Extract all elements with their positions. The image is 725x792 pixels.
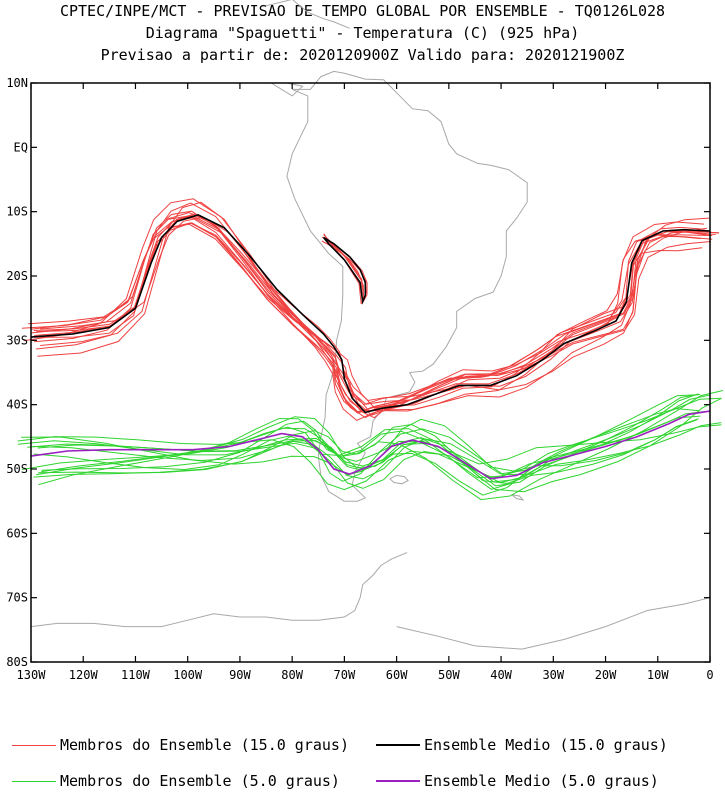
chart-titles: CPTEC/INPE/MCT - PREVISAO DE TEMPO GLOBA… xyxy=(0,0,725,66)
member-15-line xyxy=(31,211,705,412)
x-tick-label: 120W xyxy=(69,668,99,682)
member-5-line xyxy=(38,418,699,484)
member-5-line xyxy=(17,397,722,491)
x-tick-label: 10W xyxy=(647,668,669,682)
x-tick-label: 60W xyxy=(386,668,408,682)
x-tick-label: 80W xyxy=(281,668,303,682)
y-tick-label: 10N xyxy=(6,76,28,90)
member-5-line xyxy=(21,422,722,476)
legend-label-members-15: Membros do Ensemble (15.0 graus) xyxy=(60,736,349,754)
member-15-line xyxy=(35,202,707,419)
member-5-line xyxy=(41,390,724,501)
member-5-line xyxy=(33,393,699,483)
x-tick-label: 50W xyxy=(438,668,460,682)
member-15-line xyxy=(34,215,711,409)
spaghetti-chart: 130W 120W 110W 100W 90W 80W 70W 60W 50W 40W 30W 20W… xyxy=(6,0,724,682)
x-tick-label: 110W xyxy=(121,668,151,682)
y-tick-label: EQ xyxy=(14,140,28,154)
legend-label-members-5: Membros do Ensemble (5.0 graus) xyxy=(60,772,340,790)
title-line-1: CPTEC/INPE/MCT - PREVISAO DE TEMPO GLOBA… xyxy=(59,2,666,20)
legend-item-members-5: Membros do Ensemble (5.0 graus) xyxy=(12,772,340,790)
member-15-line xyxy=(40,216,713,414)
member-15-line xyxy=(28,217,710,402)
member-5-line xyxy=(32,393,701,487)
member-15-line xyxy=(34,214,720,413)
member-15-line xyxy=(34,222,711,406)
caribbean-outline xyxy=(265,0,350,29)
title-line-3: Previsao a partir de: 2020120900Z Valido… xyxy=(100,46,625,64)
member-15-line xyxy=(21,217,713,416)
member-15-line xyxy=(31,210,716,421)
y-tick-label: 70S xyxy=(6,591,28,605)
x-tick-label: 130W xyxy=(17,668,47,682)
legend-swatch-members-15 xyxy=(12,744,56,746)
x-tick-label: 30W xyxy=(542,668,564,682)
y-tick-label: 20S xyxy=(6,269,28,283)
axis-layer: 130W 120W 110W 100W 90W 80W 70W 60W 50W 40W 30W 20W… xyxy=(6,76,713,682)
x-tick-label: 100W xyxy=(173,668,203,682)
antarctica-outline xyxy=(30,552,408,628)
ensemble-members-layer xyxy=(17,198,724,501)
plot-frame xyxy=(30,82,711,663)
member-5-line xyxy=(17,408,700,490)
y-tick-label: 10S xyxy=(6,205,28,219)
y-tick-label: 80S xyxy=(6,655,28,669)
legend-item-members-15: Membros do Ensemble (15.0 graus) xyxy=(12,736,349,754)
south-georgia-outline xyxy=(511,494,525,501)
x-tick-label: 0 xyxy=(706,668,713,682)
legend-label-mean-5: Ensemble Medio (5.0 graus) xyxy=(424,772,659,790)
member-15-line xyxy=(36,222,707,414)
member-5-line xyxy=(21,418,698,476)
y-tick-label: 60S xyxy=(6,526,28,540)
y-tick-label: 30S xyxy=(6,333,28,347)
y-tick-label: 50S xyxy=(6,462,28,476)
member-15-line xyxy=(40,213,701,405)
falklands-outline xyxy=(389,474,409,485)
x-tick-label: 20W xyxy=(595,668,617,682)
legend-swatch-mean-15 xyxy=(376,744,420,746)
member-5-line xyxy=(38,415,701,486)
member-5-line xyxy=(33,397,722,493)
chart-legend: Membros do Ensemble (15.0 graus) Ensembl… xyxy=(0,728,725,792)
mean-15-line xyxy=(30,214,711,414)
member-5-line xyxy=(41,424,722,482)
x-tick-label: 90W xyxy=(229,668,251,682)
mean-5-line xyxy=(30,410,711,480)
member-5-line xyxy=(37,394,710,489)
y-tick-label: 40S xyxy=(6,398,28,412)
x-tick-label: 40W xyxy=(490,668,512,682)
legend-swatch-mean-5 xyxy=(376,780,420,782)
title-line-2: Diagrama "Spaguetti" - Temperatura (C) (… xyxy=(145,24,580,42)
coastline-layer xyxy=(30,0,711,650)
legend-swatch-members-5 xyxy=(12,780,56,782)
legend-label-mean-15: Ensemble Medio (15.0 graus) xyxy=(424,736,668,754)
weddell-coast-outline xyxy=(396,597,711,650)
mean-15-andes-line xyxy=(322,236,367,305)
legend-item-mean-15: Ensemble Medio (15.0 graus) xyxy=(376,736,668,754)
member-15-line xyxy=(23,198,705,419)
legend-item-mean-5: Ensemble Medio (5.0 graus) xyxy=(376,772,659,790)
south-america-outline xyxy=(286,70,528,502)
x-tick-label: 70W xyxy=(334,668,356,682)
